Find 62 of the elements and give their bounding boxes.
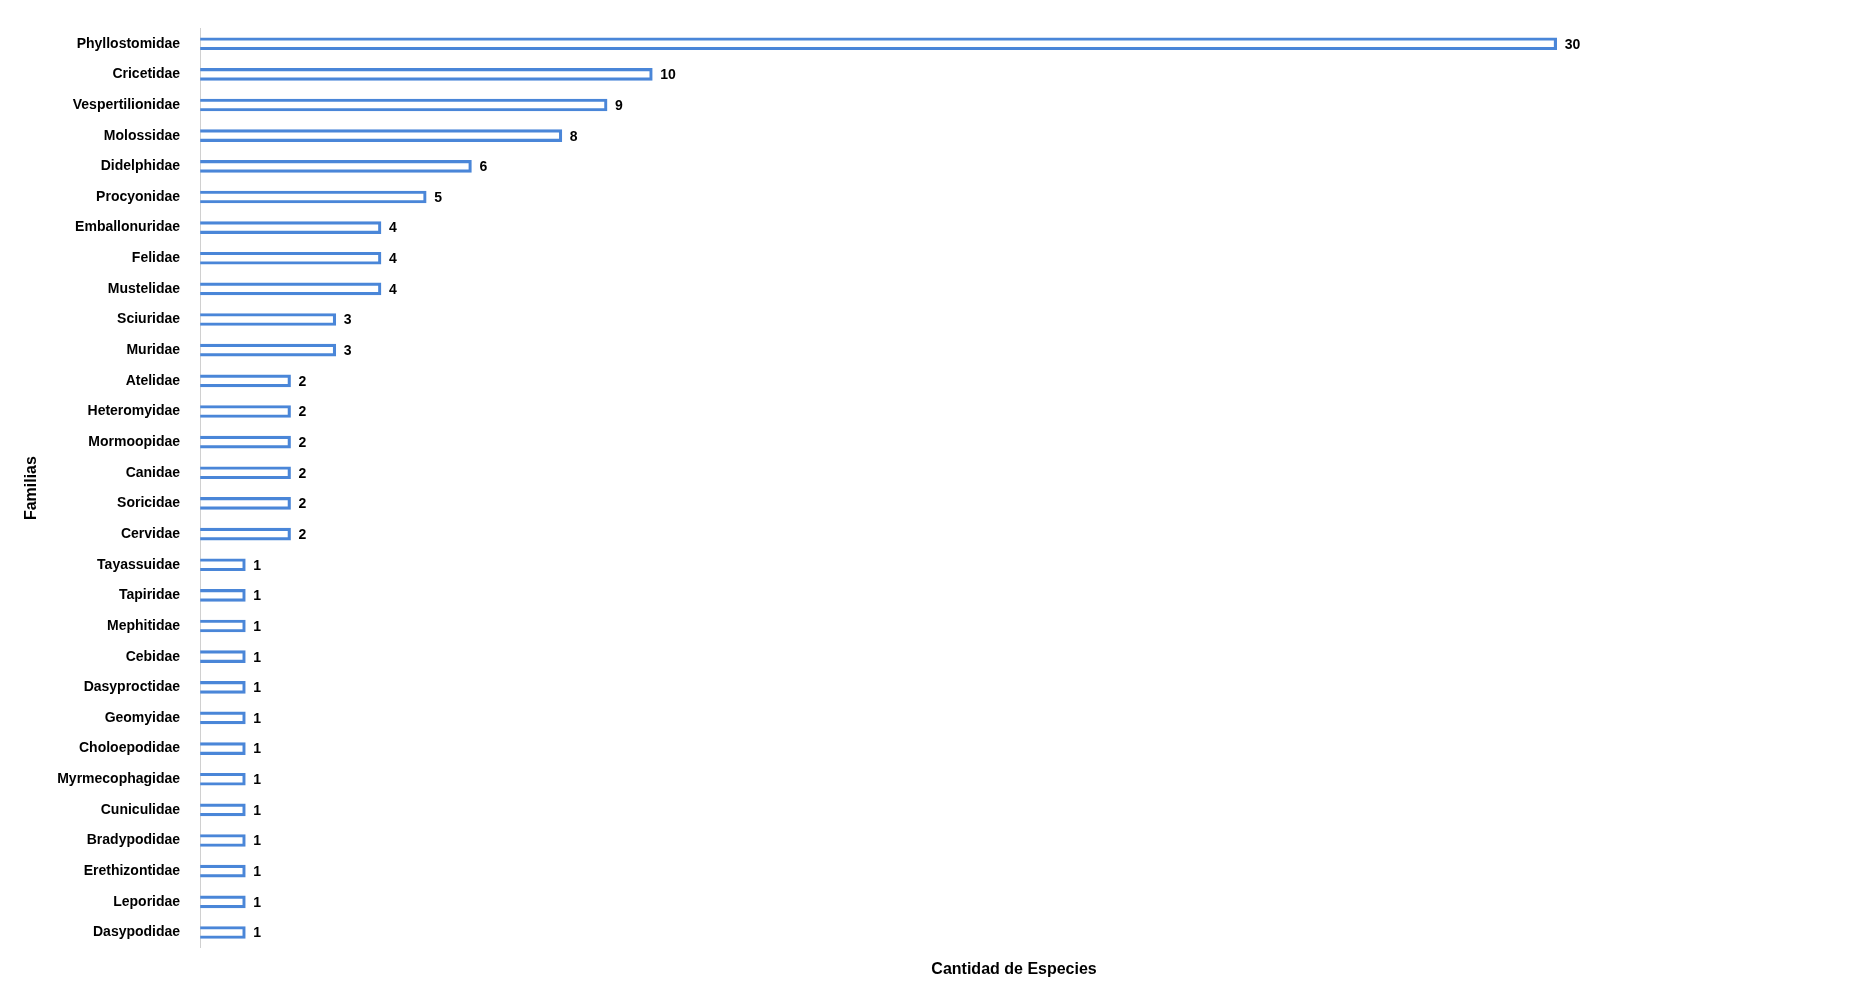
data-label: 2 bbox=[298, 403, 307, 420]
y-tick-label: Soricidae bbox=[117, 494, 181, 511]
data-label: 2 bbox=[298, 433, 307, 450]
y-tick-label: Molossidae bbox=[103, 126, 181, 143]
data-label: 3 bbox=[343, 311, 352, 328]
data-label: 2 bbox=[298, 495, 307, 512]
y-tick-label: Cricetidae bbox=[112, 65, 181, 82]
y-tick-label: Tapiridae bbox=[118, 586, 181, 603]
y-tick-label: Felidae bbox=[131, 249, 181, 266]
y-tick-label: Geomyidae bbox=[104, 708, 181, 725]
y-tick-label: Emballonuridae bbox=[75, 218, 181, 235]
data-label: 1 bbox=[253, 740, 262, 757]
y-tick-label: Leporidae bbox=[113, 892, 181, 909]
y-tick-label: Tayassuidae bbox=[97, 555, 181, 572]
y-tick-label: Cuniculidae bbox=[100, 800, 181, 817]
data-label: 9 bbox=[615, 96, 624, 113]
data-label: 2 bbox=[298, 464, 307, 481]
y-tick-label: Bradypodidae bbox=[86, 831, 181, 848]
data-label: 1 bbox=[253, 863, 262, 880]
data-label: 1 bbox=[253, 893, 262, 910]
data-label: 1 bbox=[253, 832, 262, 849]
data-label: 1 bbox=[253, 801, 262, 818]
y-tick-label: Dasyproctidae bbox=[83, 678, 181, 695]
y-tick-label: Procyonidae bbox=[96, 187, 181, 204]
data-label: 1 bbox=[253, 587, 262, 604]
y-tick-label: Mephitidae bbox=[107, 616, 181, 633]
data-label: 1 bbox=[253, 679, 262, 696]
y-tick-label: Choloepodidae bbox=[79, 739, 181, 756]
data-label: 5 bbox=[434, 188, 443, 205]
y-tick-label: Mustelidae bbox=[107, 279, 181, 296]
data-label: 1 bbox=[253, 771, 262, 788]
data-label: 1 bbox=[253, 648, 262, 665]
data-label: 4 bbox=[389, 219, 397, 236]
y-tick-label: Canidae bbox=[125, 463, 181, 480]
data-label: 2 bbox=[298, 525, 307, 542]
data-label: 3 bbox=[343, 342, 352, 359]
y-tick-label: Mormoopidae bbox=[88, 432, 181, 449]
data-label: 10 bbox=[660, 66, 677, 83]
y-tick-label: Cervidae bbox=[120, 524, 181, 541]
data-label: 1 bbox=[253, 617, 262, 634]
x-axis-title: Cantidad de Especies bbox=[931, 959, 1097, 977]
y-tick-label: Vespertilionidae bbox=[72, 95, 181, 112]
y-axis-title: Familias bbox=[22, 455, 40, 521]
y-tick-label: Sciuridae bbox=[117, 310, 181, 327]
data-label: 8 bbox=[569, 127, 578, 144]
y-tick-label: Erethizontidae bbox=[83, 862, 181, 879]
y-tick-label: Atelidae bbox=[125, 371, 181, 388]
y-tick-label: Cebidae bbox=[125, 647, 181, 664]
y-tick-label: Phyllostomidae bbox=[76, 34, 181, 51]
data-label: 1 bbox=[253, 924, 262, 941]
data-label: 6 bbox=[479, 158, 488, 175]
y-tick-label: Dasypodidae bbox=[92, 923, 181, 940]
y-tick-label: Didelphidae bbox=[100, 157, 181, 174]
data-label: 2 bbox=[298, 372, 307, 389]
y-tick-label: Myrmecophagidae bbox=[57, 770, 181, 787]
y-tick-label: Heteromyidae bbox=[87, 402, 181, 419]
data-label: 1 bbox=[253, 556, 262, 573]
data-label: 4 bbox=[389, 250, 397, 267]
data-label: 30 bbox=[1564, 35, 1581, 52]
data-label: 1 bbox=[253, 709, 262, 726]
y-tick-label: Muridae bbox=[126, 341, 181, 358]
data-label: 4 bbox=[389, 280, 397, 297]
